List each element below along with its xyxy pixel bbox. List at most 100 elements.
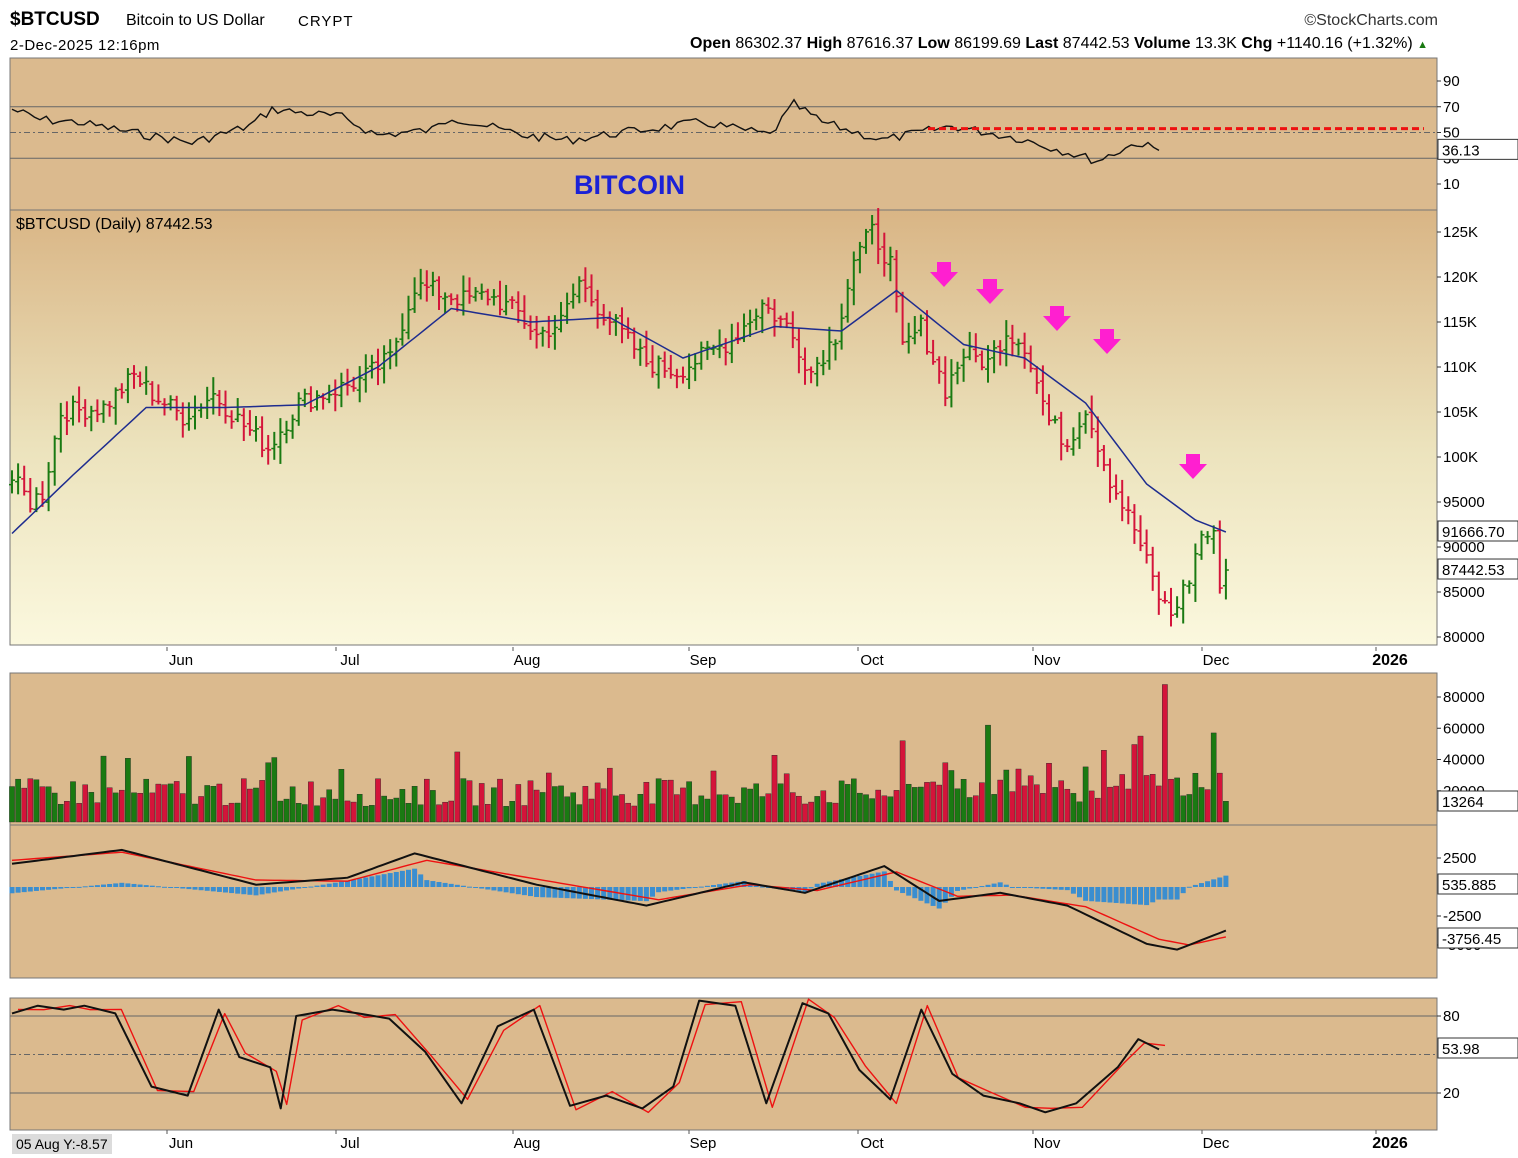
volume-bar [320,797,326,823]
macd-histogram-bar [192,887,198,890]
volume-bar [478,783,485,823]
macd-histogram-bar [137,884,143,887]
volume-bar [1192,772,1199,823]
macd-histogram-bar [40,887,45,891]
volume-bar [405,803,412,823]
macd-histogram-bar [589,887,594,900]
macd-histogram-bar [1040,887,1046,889]
volume-bar [893,790,900,823]
macd-histogram-bar [643,887,649,902]
macd-histogram-bar [1070,887,1076,894]
volume-bar [131,792,137,823]
price-tick-label: 120K [1443,269,1478,286]
macd-histogram-bar [119,882,125,887]
month-axis-label: Jul [340,652,359,669]
volume-bar [167,783,174,823]
macd-histogram-bar [1119,887,1125,904]
volume-label: Volume [1133,35,1191,52]
month-axis-label: Sep [690,652,717,669]
bitcoin-annotation: BITCOIN [574,170,685,200]
macd-histogram-bar [906,887,912,896]
volume-bar [125,758,131,823]
macd-histogram-bar [52,887,58,890]
volume-bar [198,796,204,823]
macd-histogram-bar [1131,887,1137,905]
macd-histogram-bar [131,883,137,887]
macd-histogram-bar [552,887,558,898]
macd-histogram-bar [808,887,814,889]
macd-histogram-bar [942,887,948,903]
volume-bar [991,794,997,823]
month-axis-label: Jun [169,652,193,669]
macd-histogram-bar [991,883,997,887]
volume-bar [515,784,522,823]
volume-bar [912,787,918,823]
macd-histogram-bar [454,884,460,887]
volume-bar [1204,789,1211,823]
volume-bar [1216,772,1223,823]
volume-bar [881,795,888,823]
macd-histogram-bar [393,871,399,887]
macd-histogram-bar [345,880,350,887]
macd-histogram-bar [460,885,466,887]
volume-bar [668,779,674,823]
brand-label[interactable]: ©StockCharts.com [1304,12,1438,29]
volume-bar [381,795,387,823]
volume-bar [27,778,34,823]
macd-histogram-bar [210,887,216,892]
volume-bar [350,801,357,823]
macd-histogram-bar [33,887,39,891]
volume-bar [247,788,253,823]
macd-histogram-bar [1211,879,1217,887]
stoch-tick-label: 80 [1443,1008,1460,1025]
macd-histogram-bar [1064,887,1070,891]
rsi-value-tag-box [1437,138,1518,160]
volume-bar [838,780,845,823]
macd-histogram-bar [143,885,149,887]
volume-bar [442,801,448,823]
volume-bar [436,804,442,823]
volume-bar [88,792,95,823]
macd-histogram-bar [637,887,643,901]
macd-histogram-bar [936,887,942,909]
macd-histogram-bar [1192,884,1198,887]
volume-bar [808,801,814,823]
macd-histogram-bar [15,887,21,893]
low-label: Low [917,35,950,52]
month-axis-bottom-label: Nov [1034,1135,1061,1152]
month-axis-label: Dec [1203,652,1230,669]
volume-bar [1149,774,1156,823]
macd-histogram-bar [582,887,588,899]
volume-bar [710,770,717,823]
price-tick-label: 110K [1443,359,1477,376]
volume-bar [210,786,217,823]
macd-histogram-bar [290,887,296,890]
volume-bar [948,770,955,823]
volume-bar [1009,791,1016,823]
volume-bar [259,780,265,823]
month-axis-bottom-label: Aug [514,1135,541,1152]
volume-bar [905,783,912,823]
volume-bar [1119,774,1125,823]
macd-histogram-bar [1003,884,1009,887]
volume-bar [1223,801,1229,823]
ma-value-tag: 91666.70 [1442,524,1505,541]
macd-histogram-bar [839,879,845,887]
macd-histogram-bar [985,884,991,887]
volume-bar [332,798,339,823]
macd-histogram-bar [674,887,680,890]
low-value: 86199.69 [954,35,1021,52]
volume-bar [326,789,333,823]
volume-bar [1003,769,1010,823]
volume-bar [76,803,82,823]
macd-histogram-bar [1089,887,1095,902]
volume-bar [15,778,21,823]
volume-bar [173,781,180,823]
volume-value: 13.3K [1195,35,1237,52]
volume-bar [485,804,491,823]
volume-bar [417,804,424,823]
macd-histogram-bar [1199,883,1204,887]
symbol-name: Bitcoin to US Dollar [126,12,265,29]
macd-histogram-bar [997,882,1003,887]
volume-bar [137,793,143,823]
